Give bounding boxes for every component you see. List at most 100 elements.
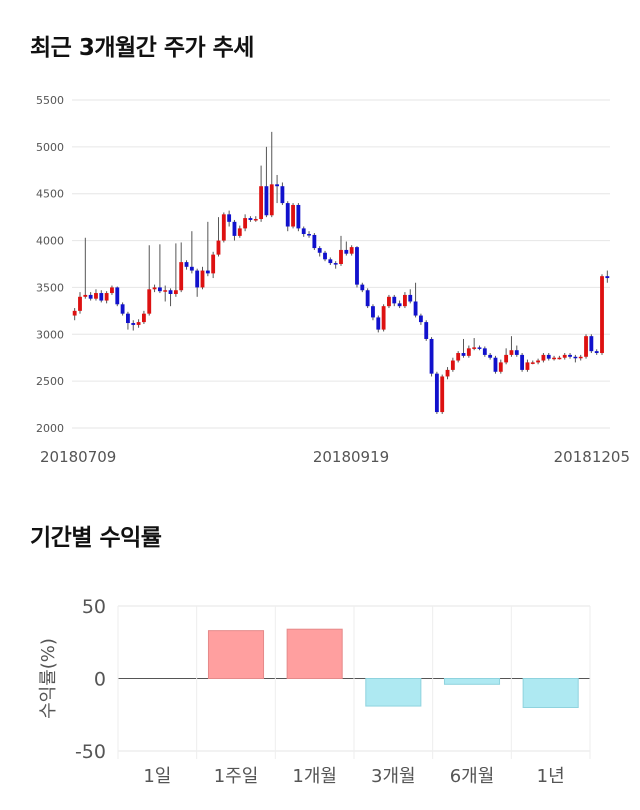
y-tick-label: 0 xyxy=(94,669,106,691)
candle-down xyxy=(328,259,333,264)
return-bar xyxy=(365,678,422,707)
candle-up xyxy=(456,353,461,361)
y-tick-label: 3500 xyxy=(36,281,64,294)
candle-down xyxy=(333,263,338,265)
candle-down xyxy=(568,354,572,357)
candle-up xyxy=(173,290,178,294)
x-tick-label: 20181205 xyxy=(554,448,630,466)
candle-down xyxy=(573,356,578,359)
candle-up xyxy=(243,218,248,229)
candle-down xyxy=(482,348,487,355)
candle-up xyxy=(578,356,583,359)
candle-up xyxy=(291,204,295,227)
candle-up xyxy=(211,254,216,274)
x-category-label: 1주일 xyxy=(214,766,259,787)
candle-up xyxy=(349,247,354,254)
candle-up xyxy=(94,293,98,299)
candle-up xyxy=(466,348,471,356)
return-bar xyxy=(286,628,343,679)
candle-up xyxy=(237,228,242,236)
candle-down xyxy=(307,234,311,236)
candle-down xyxy=(99,293,104,301)
candle-up xyxy=(83,294,88,297)
candle-down xyxy=(360,284,365,291)
candle-down xyxy=(514,350,519,355)
candle-down xyxy=(227,214,232,222)
candle-up xyxy=(269,184,274,216)
candle-down xyxy=(232,221,237,236)
candle-down xyxy=(120,304,125,314)
price-chart-title: 최근 3개월간 주가 추세 xyxy=(30,35,254,61)
candle-up xyxy=(525,362,530,370)
candle-up xyxy=(541,354,546,361)
candle-down xyxy=(301,228,306,235)
x-category-label: 1개월 xyxy=(292,766,337,787)
candle-down xyxy=(605,276,610,279)
candle-down xyxy=(168,290,173,294)
candle-down xyxy=(477,347,482,349)
candle-up xyxy=(600,276,604,354)
y-tick-label: 50 xyxy=(82,596,106,618)
candle-down xyxy=(115,287,120,305)
return-bar xyxy=(207,630,265,679)
candle-up xyxy=(440,376,445,413)
candle-down xyxy=(429,338,434,374)
candle-down xyxy=(312,234,317,249)
candle-down xyxy=(520,354,525,370)
candle-up xyxy=(104,293,109,301)
candle-up xyxy=(498,362,503,372)
candle-down xyxy=(264,186,269,216)
candle-down xyxy=(189,266,194,271)
candle-up xyxy=(450,360,455,370)
candle-up xyxy=(536,360,541,363)
candle-up xyxy=(445,369,450,377)
candle-up xyxy=(530,362,535,364)
candle-down xyxy=(296,204,301,229)
candle-down xyxy=(493,357,498,372)
candle-down xyxy=(418,315,423,323)
candle-down xyxy=(157,287,162,292)
candle-up xyxy=(562,354,567,358)
candle-up xyxy=(552,357,556,360)
y-tick-label: 2000 xyxy=(36,422,64,435)
candle-down xyxy=(275,184,279,187)
y-tick-label: 2500 xyxy=(36,375,64,388)
candle-down xyxy=(195,270,200,288)
returns-bar-chart: 50 0 -50 1일 1주일 1개월 3개월 6개월 1년 수익률(%) xyxy=(38,596,591,787)
candle-up xyxy=(216,240,221,255)
x-tick-label: 20180919 xyxy=(313,448,389,466)
y-tick-label: 3000 xyxy=(36,328,64,341)
candle-up xyxy=(403,294,407,307)
candle-down xyxy=(589,336,594,352)
candle-up xyxy=(584,336,588,357)
candle-up xyxy=(259,186,264,220)
x-category-label: 6개월 xyxy=(450,766,495,787)
candle-up xyxy=(339,249,343,264)
candle-down xyxy=(392,296,397,304)
candle-down xyxy=(323,252,327,260)
y-tick-label: 5000 xyxy=(36,141,64,154)
candle-down xyxy=(131,323,136,325)
candle-down xyxy=(376,317,381,330)
candle-down xyxy=(546,354,551,359)
candle-up xyxy=(110,287,114,294)
candle-down xyxy=(371,306,375,318)
y-tick-label: 4000 xyxy=(36,235,64,248)
y-axis-label: 수익률(%) xyxy=(38,638,59,719)
candle-down xyxy=(184,262,189,267)
candle-up xyxy=(381,306,386,330)
x-category-label: 1년 xyxy=(537,766,565,787)
candle-up xyxy=(472,347,477,349)
candle-up xyxy=(163,290,168,292)
candle-down xyxy=(397,303,402,307)
candle-down xyxy=(594,351,599,354)
candle-up xyxy=(557,357,562,360)
candle-down xyxy=(413,301,418,316)
candle-down xyxy=(488,354,493,358)
candle-up xyxy=(141,313,146,323)
candle-up xyxy=(179,262,184,291)
candle-up xyxy=(200,270,205,288)
candle-down xyxy=(285,203,290,227)
x-category-label: 3개월 xyxy=(371,766,416,787)
candle-up xyxy=(72,310,77,316)
